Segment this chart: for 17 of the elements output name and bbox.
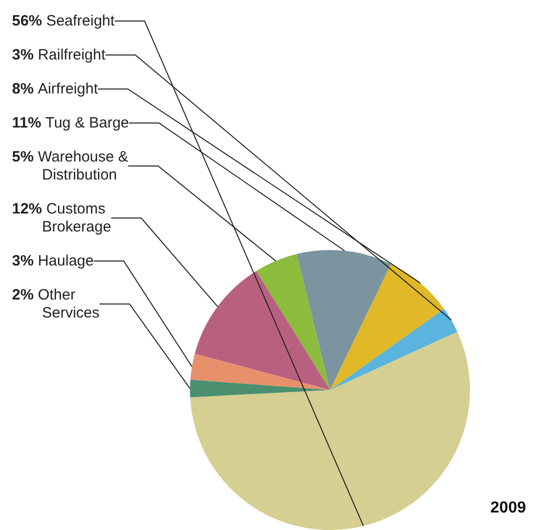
data-label: 11% — [12, 114, 42, 132]
data-label: 3% — [12, 46, 34, 64]
data-label: 12% — [12, 200, 42, 218]
slice-label: Airfreight — [38, 80, 99, 98]
slice-label: Tug & Barge — [45, 114, 130, 132]
slice-label: Haulage — [38, 252, 94, 270]
slice-label: Customs Brokerage — [42, 200, 112, 236]
slice-label: Railfreight — [38, 46, 106, 64]
data-label: 56% — [12, 12, 42, 30]
data-label: 2% — [12, 286, 34, 304]
slice-label: Warehouse & Distribution — [38, 148, 128, 184]
text: 2009 — [490, 500, 526, 516]
slice-label: Other Services — [38, 286, 100, 322]
data-label: 5% — [12, 148, 34, 166]
slice-label: Seafreight — [46, 12, 116, 30]
data-label: 8% — [12, 80, 34, 98]
data-label: 3% — [12, 252, 34, 270]
